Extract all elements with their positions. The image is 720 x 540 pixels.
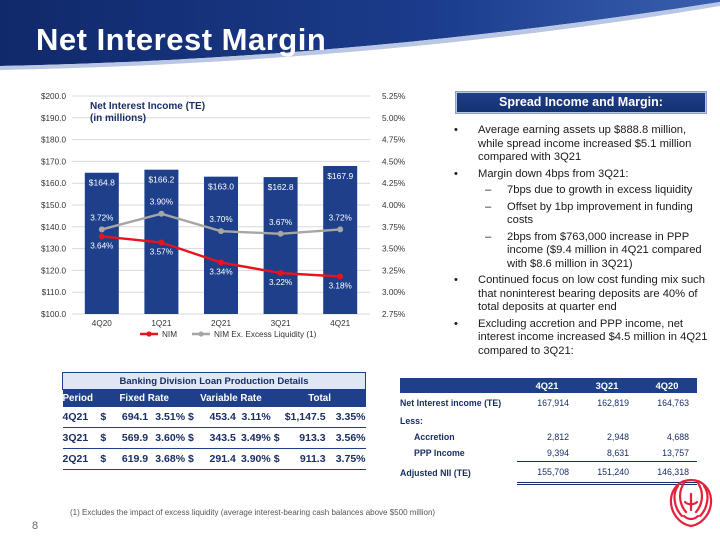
- nii-col-3q21: 3Q21: [577, 378, 637, 393]
- chart-subtitle: (in millions): [90, 113, 146, 124]
- y-tick-left: $150.0: [41, 201, 66, 210]
- lion-logo-icon: [669, 478, 713, 528]
- y-tick-left: $170.0: [41, 157, 66, 166]
- x-tick: 1Q21: [151, 319, 171, 328]
- bar-nii: [204, 176, 238, 314]
- spread-bullets: • Average earning assets up $888.8 millio…: [452, 124, 714, 361]
- nim-line-label: 3.34%: [209, 268, 232, 277]
- col-fixed-rate: Fixed Rate: [100, 389, 189, 407]
- y-tick-left: $100.0: [41, 310, 66, 319]
- y-tick-right: 4.25%: [382, 179, 405, 188]
- legend-nim-marker: [146, 331, 152, 337]
- footnote: (1) Excludes the impact of excess liquid…: [70, 508, 436, 517]
- bar-label: $163.0: [208, 182, 234, 192]
- bar-label: $162.8: [268, 182, 294, 192]
- nim-ex-line-point: [158, 210, 165, 217]
- x-tick: 4Q20: [92, 319, 112, 328]
- table-row: 4Q21 $ 694.1 3.51% $ 453.4 3.11% $1,147.…: [62, 407, 366, 428]
- table-row: Adjusted NII (TE) 155,708 151,240 146,31…: [400, 461, 697, 485]
- nim-line-point: [337, 273, 344, 280]
- bar-label: $164.8: [89, 178, 115, 188]
- y-tick-left: $160.0: [41, 179, 66, 188]
- nim-ex-line-point: [218, 228, 224, 235]
- x-tick: 3Q21: [271, 319, 291, 328]
- nim-chart: $100.0 $110.0 $120.0 $130.0 $140.0 $150.0 $160…: [0, 82, 440, 347]
- loan-production-table: Banking Division Loan Production Details…: [62, 372, 366, 470]
- nim-ex-line-label: 3.72%: [329, 213, 352, 222]
- y-tick-left: $120.0: [41, 266, 66, 275]
- y-tick-right: 4.50%: [382, 157, 405, 166]
- nii-table: 4Q21 3Q21 4Q20 Net Interest income (TE) …: [400, 378, 697, 485]
- sub-bullet-item: – Offset by 1bp improvement in funding co…: [485, 200, 693, 227]
- nim-ex-line-label: 3.72%: [90, 213, 113, 222]
- bar-nii: [84, 172, 119, 314]
- y-tick-right: 3.75%: [382, 223, 405, 232]
- bullet-item: • Average earning assets up $888.8 millio…: [454, 124, 692, 163]
- table-row: Less:: [400, 416, 423, 426]
- nii-col-4q21: 4Q21: [517, 378, 577, 393]
- nim-ex-line-label: 3.67%: [269, 218, 292, 227]
- y-tick-right: 5.25%: [382, 92, 405, 101]
- spread-header: Spread Income and Margin:: [455, 91, 707, 114]
- nim-ex-line-label: 3.70%: [209, 215, 232, 224]
- y-tick-right: 3.50%: [382, 245, 405, 254]
- nim-line-label: 3.18%: [329, 282, 352, 291]
- table-row: 3Q21 $ 569.9 3.60% $ 343.5 3.49% $ 913.3…: [62, 427, 366, 449]
- y-tick-right: 4.00%: [382, 201, 405, 210]
- x-tick: 4Q21: [330, 319, 350, 328]
- col-period: Period: [62, 389, 101, 407]
- table-row: PPP Income 9,394 8,631 13,757: [400, 445, 697, 462]
- bar-label: $166.2: [148, 175, 174, 185]
- nim-line-label: 3.22%: [269, 278, 292, 287]
- bullet-item: • Excluding accretion and PPP income, net…: [454, 317, 708, 357]
- bullet-item: • Margin down 4bps from 3Q21:: [454, 167, 629, 180]
- bar-label: $167.9: [327, 171, 353, 181]
- table-row: Net Interest income (TE) 167,914 162,819…: [400, 398, 689, 408]
- nii-corner: [400, 378, 517, 393]
- table-row: Accretion 2,812 2,948 4,688: [414, 432, 689, 442]
- bar-nii: [263, 177, 298, 314]
- legend-nim-ex-label: NIM Ex. Excess Liquidity (1): [214, 330, 317, 339]
- bar-nii: [323, 165, 358, 314]
- legend-nim-label: NIM: [162, 330, 177, 339]
- nim-line-point: [277, 270, 284, 277]
- y-tick-left: $140.0: [41, 223, 66, 232]
- table-row: 2Q21 $ 619.9 3.68% $ 291.4 3.90% $ 911.3…: [62, 448, 366, 470]
- y-tick-right: 3.25%: [382, 266, 405, 275]
- chart-svg: $100.0 $110.0 $120.0 $130.0 $140.0 $150.0 $160…: [41, 92, 405, 339]
- nim-ex-line-label: 3.90%: [150, 198, 173, 207]
- nim-line-label: 3.57%: [150, 247, 173, 256]
- y-tick-right: 2.75%: [382, 310, 405, 319]
- col-variable-rate: Variable Rate: [188, 389, 274, 407]
- chart-title: Net Interest Income (TE): [90, 101, 205, 112]
- nim-ex-line-point: [98, 226, 105, 233]
- nim-line-point: [158, 239, 165, 246]
- y-tick-left: $190.0: [41, 114, 66, 123]
- y-tick-right: 4.75%: [382, 136, 405, 145]
- nii-col-4q20: 4Q20: [637, 378, 697, 393]
- y-tick-left: $130.0: [41, 245, 66, 254]
- slide-title: Net Interest Margin: [36, 22, 327, 57]
- nim-line-label: 3.64%: [90, 241, 113, 250]
- nim-ex-line-point: [337, 226, 344, 233]
- bullet-item: • Continued focus on low cost funding mix…: [454, 274, 705, 313]
- nim-line-point: [98, 233, 105, 240]
- col-total: Total: [273, 389, 366, 407]
- header-background: [0, 0, 720, 70]
- y-tick-left: $110.0: [42, 288, 67, 297]
- y-tick-right: 3.00%: [382, 288, 405, 297]
- nim-line-point: [218, 259, 224, 266]
- legend-nim-ex-marker: [198, 331, 204, 337]
- x-tick: 2Q21: [211, 319, 231, 328]
- sub-bullet-item: –7bps due to growth in excess liquidity: [485, 184, 693, 196]
- production-banner: Banking Division Loan Production Details: [62, 372, 366, 390]
- y-tick-left: $180.0: [41, 136, 66, 145]
- page-number: 8: [32, 520, 39, 532]
- y-tick-right: 5.00%: [382, 114, 405, 123]
- nim-ex-line-point: [277, 230, 284, 237]
- sub-bullet-item: –2bps from $763,000 increase in PPP inco…: [485, 230, 702, 270]
- y-tick-left: $200.0: [41, 92, 66, 101]
- header-banner: Net Interest Margin: [0, 0, 720, 72]
